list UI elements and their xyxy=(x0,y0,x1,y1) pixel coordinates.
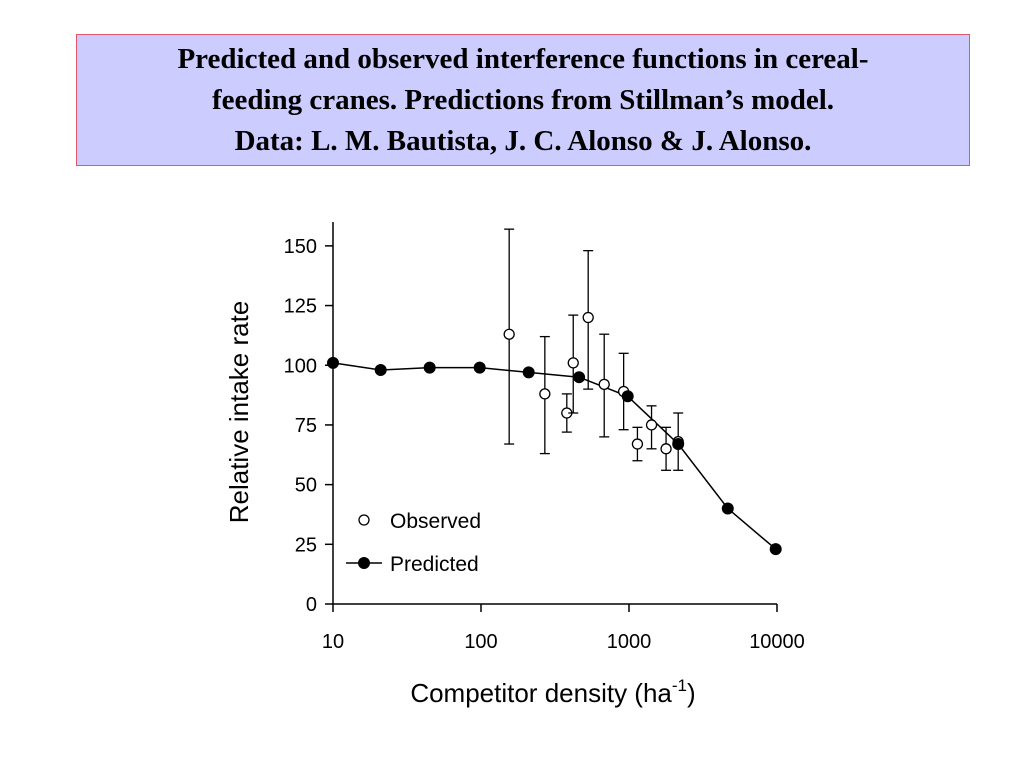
observed-point-group xyxy=(567,314,579,414)
observed-point-group xyxy=(539,335,551,455)
title-line-3: Data: L. M. Bautista, J. C. Alonso & J. … xyxy=(234,124,812,157)
legend-observed-label: Observed xyxy=(390,510,481,533)
observed-point-group xyxy=(598,333,610,438)
observed-point xyxy=(631,438,644,450)
y-tick-label: 25 xyxy=(295,534,317,556)
observed-point xyxy=(598,378,610,391)
legend: Observed Predicted xyxy=(346,510,481,576)
x-tick-label: 1000 xyxy=(607,631,652,653)
predicted-point xyxy=(374,364,387,377)
y-tick-label: 150 xyxy=(284,236,317,258)
x-tick-label: 100 xyxy=(464,631,497,653)
title-box: Predicted and observed interference func… xyxy=(76,34,970,166)
y-tick-label: 100 xyxy=(284,355,317,377)
x-axis-title: Competitor density (ha-1) xyxy=(410,676,695,708)
observed-point xyxy=(582,311,594,324)
predicted-line xyxy=(332,362,777,550)
x-axis-title-superscript: -1 xyxy=(672,676,687,695)
y-axis-title-text: Relative intake rate xyxy=(224,301,254,524)
observed-point xyxy=(539,388,551,400)
predicted-point xyxy=(672,438,685,451)
predicted-point xyxy=(473,361,486,374)
legend-predicted-marker xyxy=(358,557,370,569)
predicted-point xyxy=(721,502,734,515)
observed-point xyxy=(645,419,658,431)
observed-point-group xyxy=(582,249,594,390)
observed-point xyxy=(567,357,579,369)
y-tick-label: 0 xyxy=(306,594,317,616)
y-tick-label: 50 xyxy=(295,475,317,497)
predicted-point xyxy=(621,390,634,403)
observed-point-group xyxy=(503,228,515,445)
observed-point-group xyxy=(631,426,644,462)
observed-point xyxy=(660,443,672,455)
legend-predicted-label: Predicted xyxy=(390,553,479,576)
predicted-point xyxy=(522,366,535,379)
x-tick-label: 10 xyxy=(322,631,344,653)
observed-point-group xyxy=(660,426,672,471)
title-line-1: Predicted and observed interference func… xyxy=(177,42,869,75)
y-tick-label: 125 xyxy=(284,296,317,318)
observed-point xyxy=(503,328,515,340)
predicted-point xyxy=(769,543,782,556)
x-tick-label: 10000 xyxy=(749,631,805,653)
y-tick-label: 75 xyxy=(295,415,317,437)
y-axis-title: Relative intake rate xyxy=(224,301,254,524)
axes: 0 25 50 75 100 125 150 10 100 1000 10000 xyxy=(284,222,805,653)
predicted-point xyxy=(423,361,436,374)
predicted-point xyxy=(327,356,339,369)
x-axis-title-text: Competitor density (ha xyxy=(410,678,672,708)
observed-point-group xyxy=(645,405,658,450)
title-line-2: feeding cranes. Predictions from Stillma… xyxy=(211,83,835,116)
legend-observed-marker xyxy=(358,514,370,526)
series-layer xyxy=(327,228,782,556)
predicted-point xyxy=(573,371,586,384)
x-axis-title-close: ) xyxy=(687,678,696,708)
